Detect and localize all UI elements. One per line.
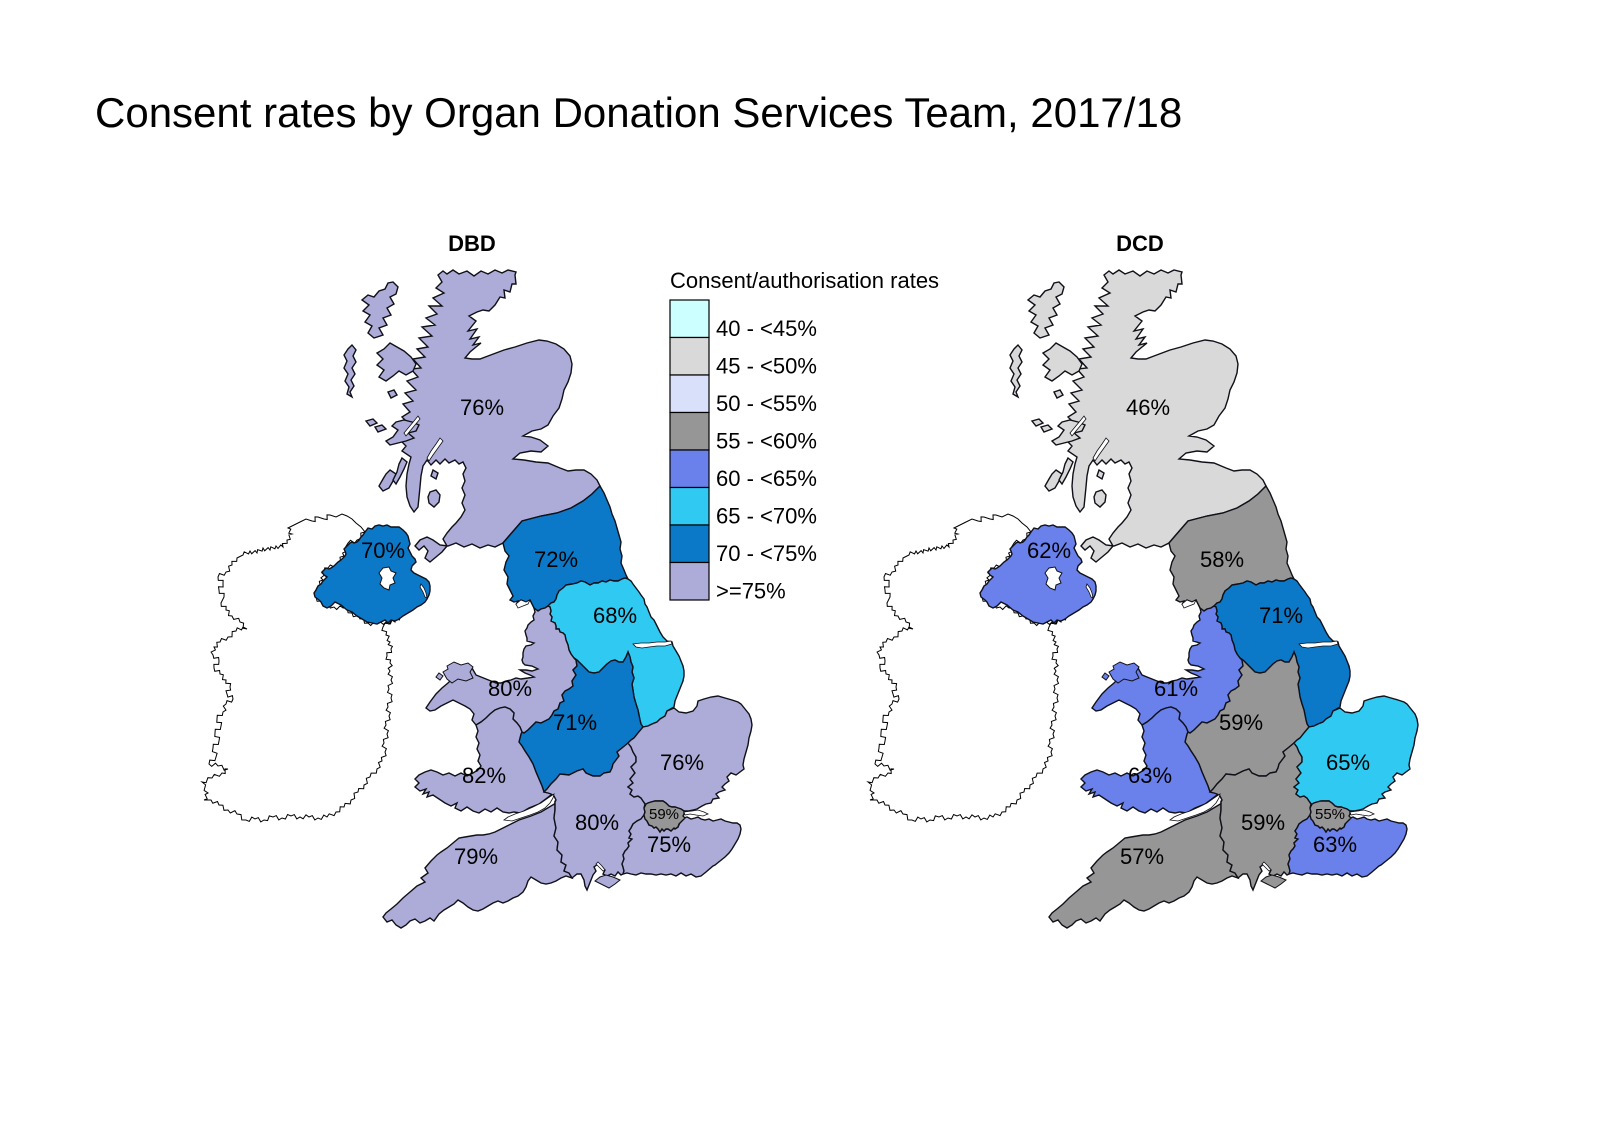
svg-text:Consent/authorisation rates: Consent/authorisation rates — [670, 268, 939, 293]
svg-text:58%: 58% — [1200, 547, 1244, 572]
svg-text:79%: 79% — [454, 844, 498, 869]
svg-text:DBD: DBD — [448, 231, 496, 256]
svg-text:Consent rates by Organ Donatio: Consent rates by Organ Donation Services… — [95, 89, 1182, 136]
svg-text:59%: 59% — [1241, 810, 1285, 835]
svg-text:70%: 70% — [361, 538, 405, 563]
svg-text:50 - <55%: 50 - <55% — [716, 391, 817, 416]
svg-text:82%: 82% — [462, 763, 506, 788]
svg-text:80%: 80% — [575, 810, 619, 835]
svg-text:75%: 75% — [647, 832, 691, 857]
svg-text:65%: 65% — [1326, 750, 1370, 775]
svg-text:68%: 68% — [593, 603, 637, 628]
svg-text:71%: 71% — [553, 710, 597, 735]
svg-text:57%: 57% — [1120, 844, 1164, 869]
svg-text:71%: 71% — [1259, 603, 1303, 628]
svg-text:63%: 63% — [1128, 763, 1172, 788]
svg-text:72%: 72% — [534, 547, 578, 572]
svg-text:63%: 63% — [1313, 832, 1357, 857]
svg-text:59%: 59% — [1219, 710, 1263, 735]
svg-text:55 - <60%: 55 - <60% — [716, 429, 817, 454]
svg-text:61%: 61% — [1154, 676, 1198, 701]
svg-text:59%: 59% — [649, 806, 679, 823]
svg-text:76%: 76% — [460, 395, 504, 420]
svg-text:80%: 80% — [488, 676, 532, 701]
svg-text:62%: 62% — [1027, 538, 1071, 563]
svg-text:55%: 55% — [1315, 806, 1345, 823]
svg-text:65 - <70%: 65 - <70% — [716, 504, 817, 529]
svg-text:46%: 46% — [1126, 395, 1170, 420]
svg-text:70 - <75%: 70 - <75% — [716, 541, 817, 566]
svg-text:>=75%: >=75% — [716, 579, 786, 604]
svg-text:60 - <65%: 60 - <65% — [716, 466, 817, 491]
svg-text:76%: 76% — [660, 750, 704, 775]
svg-text:45 - <50%: 45 - <50% — [716, 354, 817, 379]
svg-text:DCD: DCD — [1116, 231, 1164, 256]
svg-text:40 - <45%: 40 - <45% — [716, 316, 817, 341]
